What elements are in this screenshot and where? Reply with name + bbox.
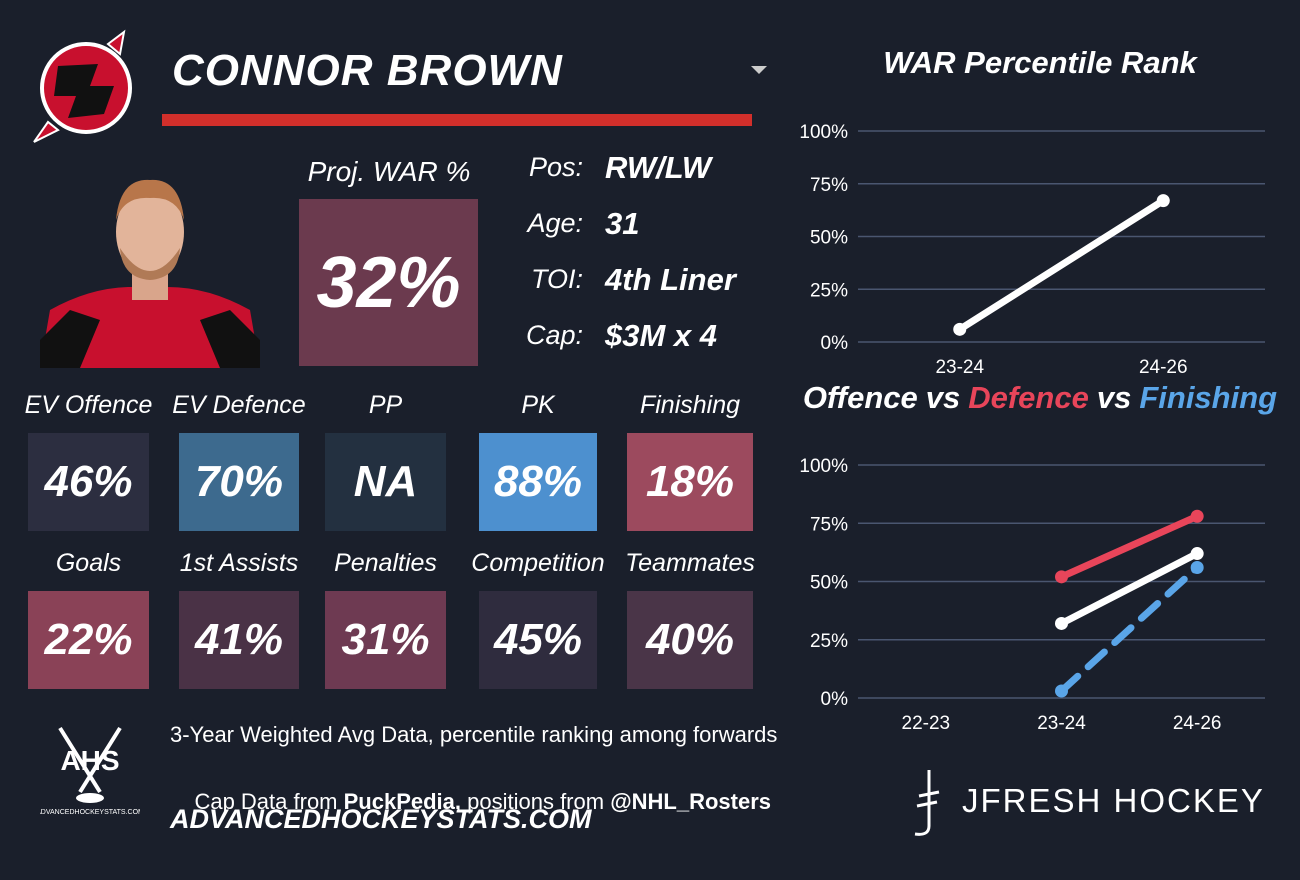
stat-tile: 88% xyxy=(479,433,597,531)
tile-label: Teammates xyxy=(625,549,755,577)
team-logo xyxy=(33,29,132,143)
footer-line1: 3-Year Weighted Avg Data, percentile ran… xyxy=(170,722,778,747)
tile-label: Goals xyxy=(55,549,122,577)
stat-tile: 40% xyxy=(627,591,753,689)
dropdown-arrow[interactable] xyxy=(750,64,768,76)
tile-label: Competition xyxy=(471,549,605,577)
info-label: TOI: xyxy=(530,264,583,294)
stat-tile: 46% xyxy=(28,433,149,531)
x-tick-label: 24-26 xyxy=(1173,713,1222,734)
footer-line2: Cap Data from PuckPedia, positions from … xyxy=(170,763,771,815)
x-tick-label: 23-24 xyxy=(935,357,984,378)
series-point xyxy=(1055,570,1068,584)
x-tick-label: 23-24 xyxy=(1037,713,1086,734)
stat-tile: 18% xyxy=(627,433,753,531)
series-point xyxy=(1190,509,1204,523)
stat-tile: 41% xyxy=(179,591,299,689)
footer-text: positions from xyxy=(461,789,611,814)
brand: JFRESH HOCKEY xyxy=(962,782,1265,819)
footer-source[interactable]: @NHL_Rosters xyxy=(610,789,772,814)
info-value: $3M x 4 xyxy=(605,318,718,353)
y-tick-label: 0% xyxy=(821,689,849,710)
proj-war-tile: 32% xyxy=(299,199,478,366)
series-point xyxy=(953,322,967,336)
y-tick-label: 0% xyxy=(821,333,849,354)
x-tick-label: 24-26 xyxy=(1139,357,1188,378)
player-photo xyxy=(40,179,260,368)
tile-label: PK xyxy=(521,391,555,419)
proj-label: Proj. WAR % xyxy=(307,156,471,187)
y-tick-label: 50% xyxy=(810,573,848,594)
chart-title: WAR Percentile Rank xyxy=(883,45,1198,80)
chart-title-part: vs xyxy=(926,380,960,415)
info-value: 4th Liner xyxy=(605,262,736,297)
tile-label: EV Offence xyxy=(24,391,153,419)
tile-label: 1st Assists xyxy=(179,549,299,577)
chart-title-part: Offence xyxy=(803,380,918,415)
player-name: CONNOR BROWN xyxy=(172,46,563,95)
tile-label: EV Defence xyxy=(172,391,306,419)
tile-label: Finishing xyxy=(639,391,741,419)
tile-label: Penalties xyxy=(334,549,437,577)
chart-title-part: vs xyxy=(1097,380,1131,415)
series-point xyxy=(1156,194,1170,208)
stat-tile: 45% xyxy=(479,591,597,689)
info-value: 31 xyxy=(605,206,640,241)
chart-title-part: Defence xyxy=(968,380,1089,415)
footer-text: Cap Data from xyxy=(194,789,344,814)
footer-source[interactable]: PuckPedia, xyxy=(343,789,462,814)
series-point xyxy=(1055,684,1068,698)
stat-tile: 22% xyxy=(28,591,149,689)
y-tick-label: 25% xyxy=(810,631,848,652)
info-label: Pos: xyxy=(528,152,583,182)
series-line xyxy=(1058,550,1201,627)
y-tick-label: 100% xyxy=(799,456,848,477)
info-label: Age: xyxy=(527,208,583,238)
series-line xyxy=(1058,512,1201,581)
series-point xyxy=(1190,561,1204,575)
series-line xyxy=(1058,564,1201,695)
info-value: RW/LW xyxy=(605,150,712,185)
y-tick-label: 100% xyxy=(799,122,848,143)
series-line xyxy=(956,197,1167,333)
footer-site[interactable]: ADVANCEDHOCKEYSTATS.COM xyxy=(170,804,592,834)
stat-tile: NA xyxy=(325,433,446,531)
chart-title-part: Finishing xyxy=(1139,380,1277,415)
tile-label: PP xyxy=(368,391,403,419)
charts: WAR Percentile Rank 0% 25% 50% 75% 100% 23-24 2… xyxy=(799,45,1277,734)
stat-tile: 31% xyxy=(325,591,446,689)
y-tick-label: 25% xyxy=(810,280,848,301)
info-label: Cap: xyxy=(525,320,583,350)
ahs-logo: AHS ADVANCEDHOCKEYSTATS.COM xyxy=(40,726,140,816)
x-tick-label: 22-23 xyxy=(902,713,951,734)
series-point xyxy=(1190,547,1204,561)
ahs-logo-url: ADVANCEDHOCKEYSTATS.COM xyxy=(40,809,140,816)
y-tick-label: 75% xyxy=(810,514,848,535)
series-point xyxy=(1055,616,1068,630)
jfresh-logo xyxy=(914,770,940,836)
ahs-logo-text: AHS xyxy=(60,745,119,776)
stat-tile: 70% xyxy=(179,433,299,531)
chart-title: Offence vs Defence vs Finishing xyxy=(803,380,1277,415)
name-underline xyxy=(162,114,752,126)
y-tick-label: 50% xyxy=(810,228,848,249)
y-tick-label: 75% xyxy=(810,175,848,196)
